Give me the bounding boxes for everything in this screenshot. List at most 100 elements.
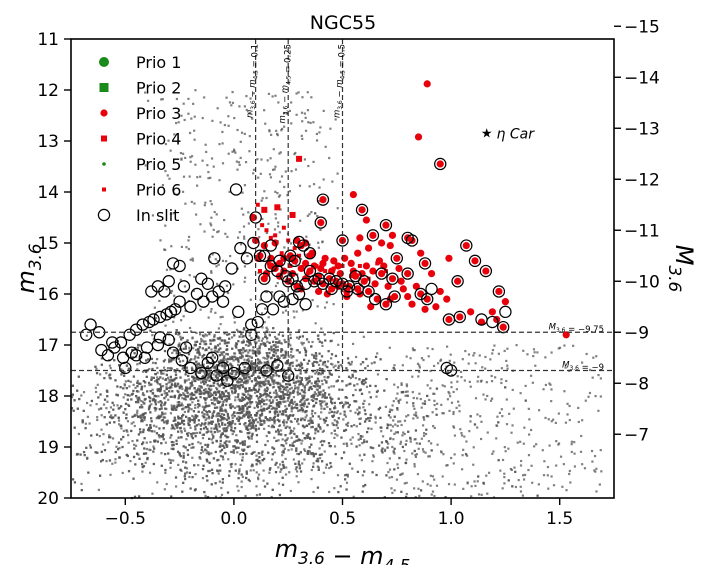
background-point	[235, 346, 238, 349]
background-point	[324, 392, 327, 395]
background-point	[274, 463, 277, 466]
background-point	[163, 421, 166, 424]
background-point	[189, 385, 192, 388]
background-point	[205, 431, 208, 434]
background-point	[308, 377, 311, 380]
background-point	[218, 374, 221, 377]
background-point	[435, 387, 439, 390]
background-point	[266, 440, 269, 443]
background-point	[183, 379, 186, 382]
background-point	[269, 416, 272, 420]
background-point	[238, 470, 241, 473]
background-point	[222, 378, 225, 382]
background-point	[267, 406, 270, 409]
background-point	[308, 450, 312, 453]
background-point	[161, 433, 165, 436]
background-point	[200, 446, 204, 449]
background-point	[262, 380, 265, 383]
background-point	[221, 421, 224, 425]
background-point	[285, 340, 288, 344]
background-point	[298, 376, 301, 379]
background-point	[131, 356, 135, 359]
background-point	[473, 423, 477, 426]
background-point	[261, 400, 264, 404]
background-point	[243, 368, 246, 372]
background-point	[370, 362, 373, 365]
background-point	[256, 350, 259, 353]
background-point	[73, 426, 76, 429]
background-point	[265, 434, 268, 438]
background-point	[247, 222, 250, 225]
background-point	[216, 382, 219, 385]
background-point	[220, 397, 223, 400]
background-point	[290, 410, 293, 413]
background-point	[198, 392, 201, 396]
background-point	[171, 383, 174, 386]
background-point	[245, 426, 248, 430]
background-point	[302, 396, 305, 399]
background-point	[318, 367, 322, 370]
background-point	[195, 396, 198, 399]
background-point	[314, 385, 317, 388]
background-point	[227, 341, 230, 344]
background-point	[315, 357, 318, 360]
background-point	[251, 451, 255, 454]
background-point	[295, 359, 298, 362]
background-point	[182, 413, 185, 417]
background-point	[163, 488, 166, 491]
background-point	[218, 480, 221, 483]
background-point	[245, 362, 248, 365]
background-point	[123, 384, 127, 387]
background-point	[170, 440, 174, 444]
background-point	[170, 407, 174, 410]
background-point	[89, 404, 92, 407]
background-point	[257, 381, 260, 384]
background-point	[299, 418, 303, 422]
background-point	[263, 420, 266, 423]
background-point	[130, 429, 133, 433]
background-point	[125, 413, 128, 416]
background-point	[277, 333, 280, 336]
background-point	[262, 479, 265, 482]
background-point	[185, 406, 188, 409]
background-point	[232, 430, 236, 433]
background-point	[227, 376, 230, 379]
background-point	[393, 368, 396, 371]
background-point	[223, 398, 226, 402]
background-point	[221, 353, 224, 356]
background-point	[302, 358, 306, 361]
background-point	[225, 400, 228, 403]
background-point	[318, 447, 321, 450]
background-point	[426, 394, 429, 398]
background-point	[139, 344, 142, 347]
background-point	[239, 371, 242, 374]
background-point	[230, 426, 233, 429]
background-point	[393, 415, 396, 418]
background-point	[203, 490, 206, 494]
background-point	[88, 444, 92, 447]
background-point	[264, 333, 267, 336]
background-point	[230, 367, 233, 370]
background-point	[246, 407, 249, 410]
background-point	[125, 364, 129, 367]
background-point	[265, 407, 269, 411]
background-point	[319, 426, 322, 429]
background-point	[216, 337, 220, 340]
background-point	[224, 409, 228, 412]
background-point	[165, 392, 168, 395]
background-point	[280, 444, 283, 447]
background-point	[314, 372, 317, 375]
background-point	[235, 417, 239, 420]
background-point	[185, 390, 188, 393]
background-point	[160, 442, 163, 445]
background-point	[191, 375, 195, 379]
background-point	[273, 358, 277, 361]
background-point	[363, 453, 366, 456]
background-point	[329, 400, 333, 403]
background-point	[225, 382, 228, 386]
background-point	[190, 155, 194, 158]
background-point	[360, 381, 364, 384]
background-point	[257, 452, 260, 455]
background-point	[241, 440, 244, 443]
background-point	[319, 390, 323, 393]
